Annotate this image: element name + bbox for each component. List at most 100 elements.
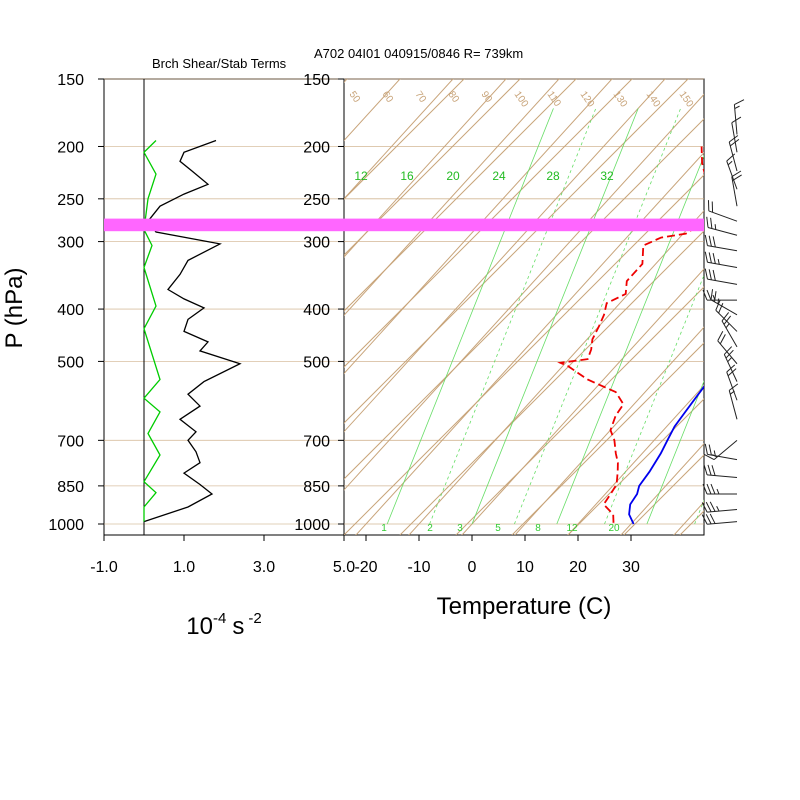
x-tick-label: 30: [622, 559, 640, 576]
isotherm-line: [355, 151, 704, 535]
mixing-ratio-line: [429, 108, 597, 525]
y-tick-label: 200: [303, 139, 330, 156]
shear-series: [143, 139, 242, 523]
mixing-ratio-label: 16: [400, 169, 414, 183]
dry-adiabat-line: [344, 79, 465, 200]
figure-title: A702 04I01 040915/0846 R= 739km: [314, 46, 523, 61]
wind-barb: [704, 251, 738, 268]
mixing-ratio-line: [604, 274, 704, 525]
shear-panel-title: Brch Shear/Stab Terms: [152, 56, 287, 71]
skewt-y-ticks: 150 200 250 300 400 500 700 850 1000: [294, 72, 344, 534]
isotherm-line: [344, 93, 704, 491]
y-tick-label: 250: [57, 192, 84, 209]
y-tick-label: 200: [57, 139, 84, 156]
isotherm-top-label: 130: [611, 89, 630, 109]
isotherm-top-label: 140: [644, 89, 663, 109]
isotherm-line: [567, 384, 704, 535]
mixing-ratio-line: [386, 108, 554, 525]
mixing-ratio-label: 24: [492, 169, 506, 183]
mixing-ratio-bottom-label: 3: [457, 523, 463, 534]
wind-barb: [701, 513, 738, 525]
wind-barb: [728, 135, 740, 172]
y-tick-label: 300: [57, 235, 84, 252]
wind-barb-column: [701, 99, 745, 525]
isotherm-line: [0, 63, 256, 536]
shear-y-ticks: 150 200 250 300 400 500 700 850 1000: [48, 72, 104, 534]
temperature-line: [628, 385, 704, 525]
isotherm-top-label: 120: [578, 89, 597, 109]
dry-adiabat-line: [736, 35, 800, 535]
shear-units-unit: s: [232, 613, 244, 640]
x-tick-label: 0: [468, 559, 477, 576]
y-axis-label: P (hPa): [1, 268, 28, 349]
x-tick-label: 20: [569, 559, 587, 576]
y-tick-label: 250: [303, 192, 330, 209]
shear-panel: 150 200 250 300 400 500 700 850 1000 -1.0 1.0 3.0 5…: [48, 72, 355, 576]
wind-barb: [731, 170, 742, 207]
x-tick-label: -10: [407, 559, 430, 576]
wind-barb: [715, 300, 738, 332]
dry-adiabat-line: [344, 79, 577, 312]
mixing-ratio-bottom-label: 12: [566, 523, 578, 534]
isotherm-line: [408, 210, 704, 535]
dewpoint-line: [557, 146, 704, 523]
dry-adiabat-line: [344, 79, 633, 368]
y-tick-label: 500: [57, 354, 84, 371]
isotherm-line: [0, 63, 203, 536]
isotherm-top-label: 80: [446, 89, 462, 105]
wind-barb: [726, 153, 738, 190]
dry-adiabat-line: [344, 79, 689, 424]
isotherm-top-label: 60: [380, 89, 396, 105]
dry-adiabat-line: [344, 118, 704, 480]
x-tick-label: 10: [516, 559, 534, 576]
wind-barb: [703, 464, 738, 478]
x-tick-label: -20: [354, 559, 377, 576]
wind-barb: [721, 312, 738, 348]
y-tick-label: 850: [57, 479, 84, 496]
shear-units-label: 10-4 s -2: [186, 610, 261, 640]
wind-barb: [704, 234, 738, 252]
y-tick-label: 850: [303, 479, 330, 496]
isotherm-top-label: 100: [512, 89, 531, 109]
dry-adiabat-line: [792, 35, 800, 535]
mixing-ratio-bottom-label: 8: [535, 523, 541, 534]
wind-barb: [733, 99, 745, 135]
mixing-ratio-line: [694, 499, 704, 525]
wind-barb: [702, 289, 737, 301]
shear-term-line: [143, 139, 242, 523]
wind-barb: [728, 383, 739, 420]
y-tick-label: 700: [303, 433, 330, 450]
isotherm-line: [620, 443, 704, 535]
wind-barb: [701, 501, 738, 513]
mixing-ratio-line: [514, 108, 682, 525]
mixing-ratio-line: [748, 108, 800, 524]
skewt-isobars: [344, 78, 704, 525]
wind-barb: [707, 200, 738, 222]
wind-barb: [702, 483, 737, 495]
skewt-x-ticks: -20 -10 0 10 20 30: [354, 535, 640, 576]
isotherm-line: [344, 79, 666, 433]
shear-units-exp1: -4: [213, 610, 226, 627]
x-tick-label: 5.0: [333, 559, 355, 576]
shear-x-ticks: -1.0 1.0 3.0 5.0: [90, 535, 355, 576]
skewt-mixing-ratio-lines: [386, 108, 800, 525]
y-tick-label: 1000: [48, 517, 84, 534]
isotherm-line: [344, 79, 507, 258]
y-tick-label: 400: [57, 302, 84, 319]
shear-units-exp2: -2: [248, 610, 261, 627]
isotherm-line: [514, 326, 704, 535]
x-tick-label: -1.0: [90, 559, 118, 576]
x-tick-label: 3.0: [253, 559, 275, 576]
mixing-ratio-bottom-label: 2: [427, 523, 433, 534]
shear-units-base: 10: [186, 613, 213, 640]
mixing-ratio-label: 20: [446, 169, 460, 183]
isotherm-line: [780, 63, 800, 536]
mixing-ratio-bottom-label: 5: [495, 523, 501, 534]
mixing-ratio-label: 28: [546, 169, 560, 183]
isotherm-top-label: 90: [479, 89, 495, 105]
wind-barb: [717, 331, 738, 365]
isotherm-top-label: 70: [413, 89, 429, 105]
dry-adiabat-line: [344, 79, 521, 256]
y-tick-label: 300: [303, 235, 330, 252]
